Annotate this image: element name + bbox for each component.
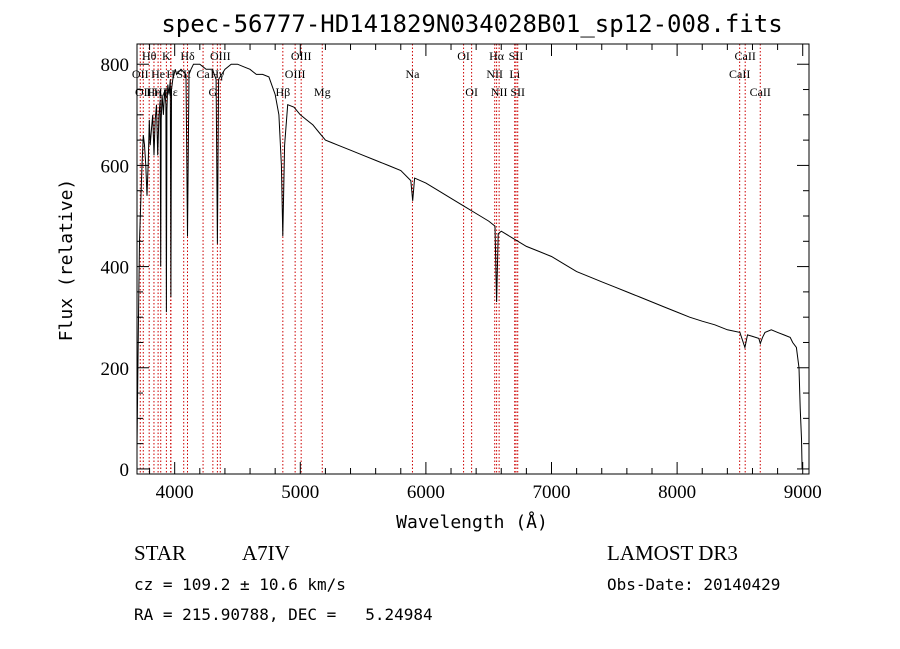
y-tick-label: 800 bbox=[101, 55, 130, 76]
line-label: Hθ bbox=[142, 49, 157, 63]
x-tick-label: 5000 bbox=[281, 482, 319, 503]
line-label: Hε bbox=[164, 85, 178, 99]
object-class: STAR bbox=[134, 541, 186, 565]
line-label: CaII bbox=[750, 85, 771, 99]
redshift-value: cz = 109.2 ± 10.6 km/s bbox=[134, 575, 346, 594]
line-label: Hγ bbox=[210, 67, 225, 81]
x-tick-label: 8000 bbox=[658, 482, 696, 503]
y-tick-label: 200 bbox=[101, 359, 130, 380]
x-tick-label: 9000 bbox=[784, 482, 822, 503]
line-label: CaII bbox=[729, 67, 750, 81]
line-label: OII bbox=[135, 85, 152, 99]
line-label: Na bbox=[405, 67, 420, 81]
line-label: Mg bbox=[314, 85, 331, 99]
line-label: Li bbox=[509, 67, 520, 81]
spectral-line-markers bbox=[139, 44, 761, 474]
line-label: He bbox=[151, 67, 165, 81]
line-label: SII bbox=[509, 49, 524, 63]
x-tick-label: 6000 bbox=[407, 482, 445, 503]
x-axis-label: Wavelength (Å) bbox=[396, 511, 548, 533]
line-label: K bbox=[162, 49, 171, 63]
obs-date: Obs-Date: 20140429 bbox=[607, 575, 780, 594]
object-subclass: A7IV bbox=[242, 541, 290, 565]
line-label: OIII bbox=[285, 67, 306, 81]
line-label: G bbox=[209, 85, 218, 99]
chart-title: spec-56777-HD141829N034028B01_sp12-008.f… bbox=[161, 10, 782, 38]
y-axis: 0 200 400 600 800 bbox=[101, 55, 809, 481]
x-tick-label: 4000 bbox=[156, 482, 194, 503]
line-label: OII bbox=[132, 67, 149, 81]
y-axis-label: Flux (relative) bbox=[56, 179, 77, 342]
survey-name: LAMOST DR3 bbox=[607, 541, 738, 565]
line-label: NII bbox=[491, 85, 508, 99]
line-label: Hδ bbox=[180, 49, 195, 63]
spectral-line-labels: OIIOIIHθHηHeHζKHHεSIIHδCaGHγOIIIHβOIIIOI… bbox=[132, 49, 771, 99]
coordinates: RA = 215.90788, DEC = 5.24984 bbox=[134, 605, 433, 624]
line-label: OIII bbox=[291, 49, 312, 63]
y-tick-label: 0 bbox=[120, 460, 130, 481]
line-label: NII bbox=[486, 67, 503, 81]
line-label: Ca bbox=[196, 67, 210, 81]
x-tick-label: 7000 bbox=[533, 482, 571, 503]
spectrum-line bbox=[136, 63, 803, 469]
line-label: CaII bbox=[735, 49, 756, 63]
line-label: H bbox=[166, 67, 175, 81]
y-tick-label: 400 bbox=[101, 258, 130, 279]
line-label: OIII bbox=[210, 49, 231, 63]
line-label: Hβ bbox=[275, 85, 290, 99]
plot-frame bbox=[136, 43, 810, 475]
line-label: OI bbox=[457, 49, 470, 63]
line-label: OI bbox=[465, 85, 478, 99]
line-label: SII bbox=[510, 85, 525, 99]
line-label: Hη bbox=[146, 85, 161, 99]
y-tick-label: 600 bbox=[101, 156, 130, 177]
x-axis: 4000 5000 6000 7000 8000 9000 bbox=[149, 44, 822, 503]
line-label: Hα bbox=[489, 49, 505, 63]
